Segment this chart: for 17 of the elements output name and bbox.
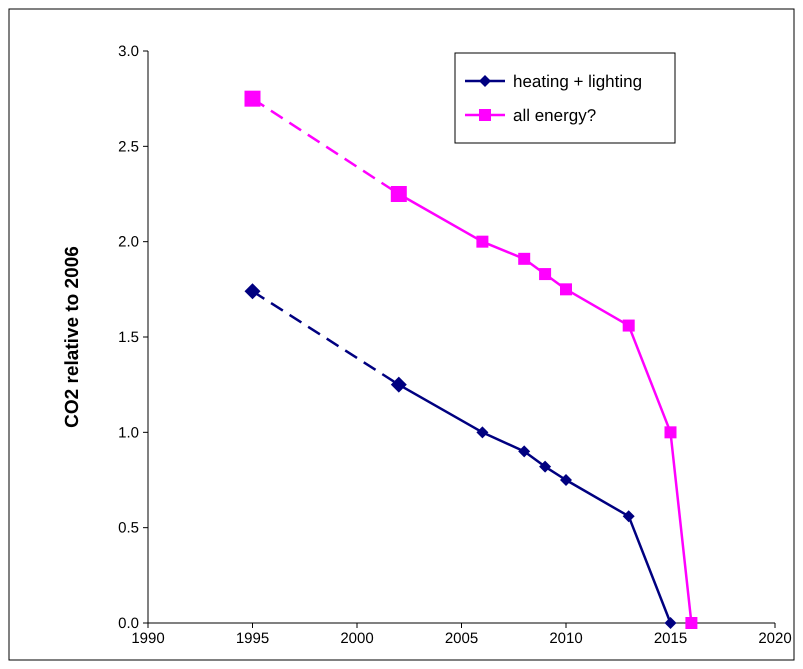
y-tick-label: 3.0 [118, 43, 139, 60]
x-tick-label: 2015 [654, 630, 688, 647]
x-tick-label: 1995 [236, 630, 270, 647]
y-tick-label: 2.5 [118, 138, 139, 156]
y-tick-label: 0.5 [118, 520, 139, 537]
x-tick-label: 1990 [131, 630, 165, 647]
x-tick-label: 2000 [340, 630, 374, 647]
y-tick-label: 1.5 [118, 329, 139, 346]
y-axis-title: CO2 relative to 2006 [62, 246, 83, 428]
x-tick-label: 2005 [444, 630, 478, 647]
legend-label: heating + lighting [513, 72, 642, 91]
x-tick-label: 2020 [758, 630, 792, 647]
y-tick-label: 1.0 [118, 424, 139, 442]
y-tick-label: 0.0 [118, 615, 139, 632]
x-tick-label: 2010 [549, 630, 583, 647]
legend-label: all energy? [513, 106, 596, 125]
y-tick-label: 2.0 [118, 234, 139, 251]
